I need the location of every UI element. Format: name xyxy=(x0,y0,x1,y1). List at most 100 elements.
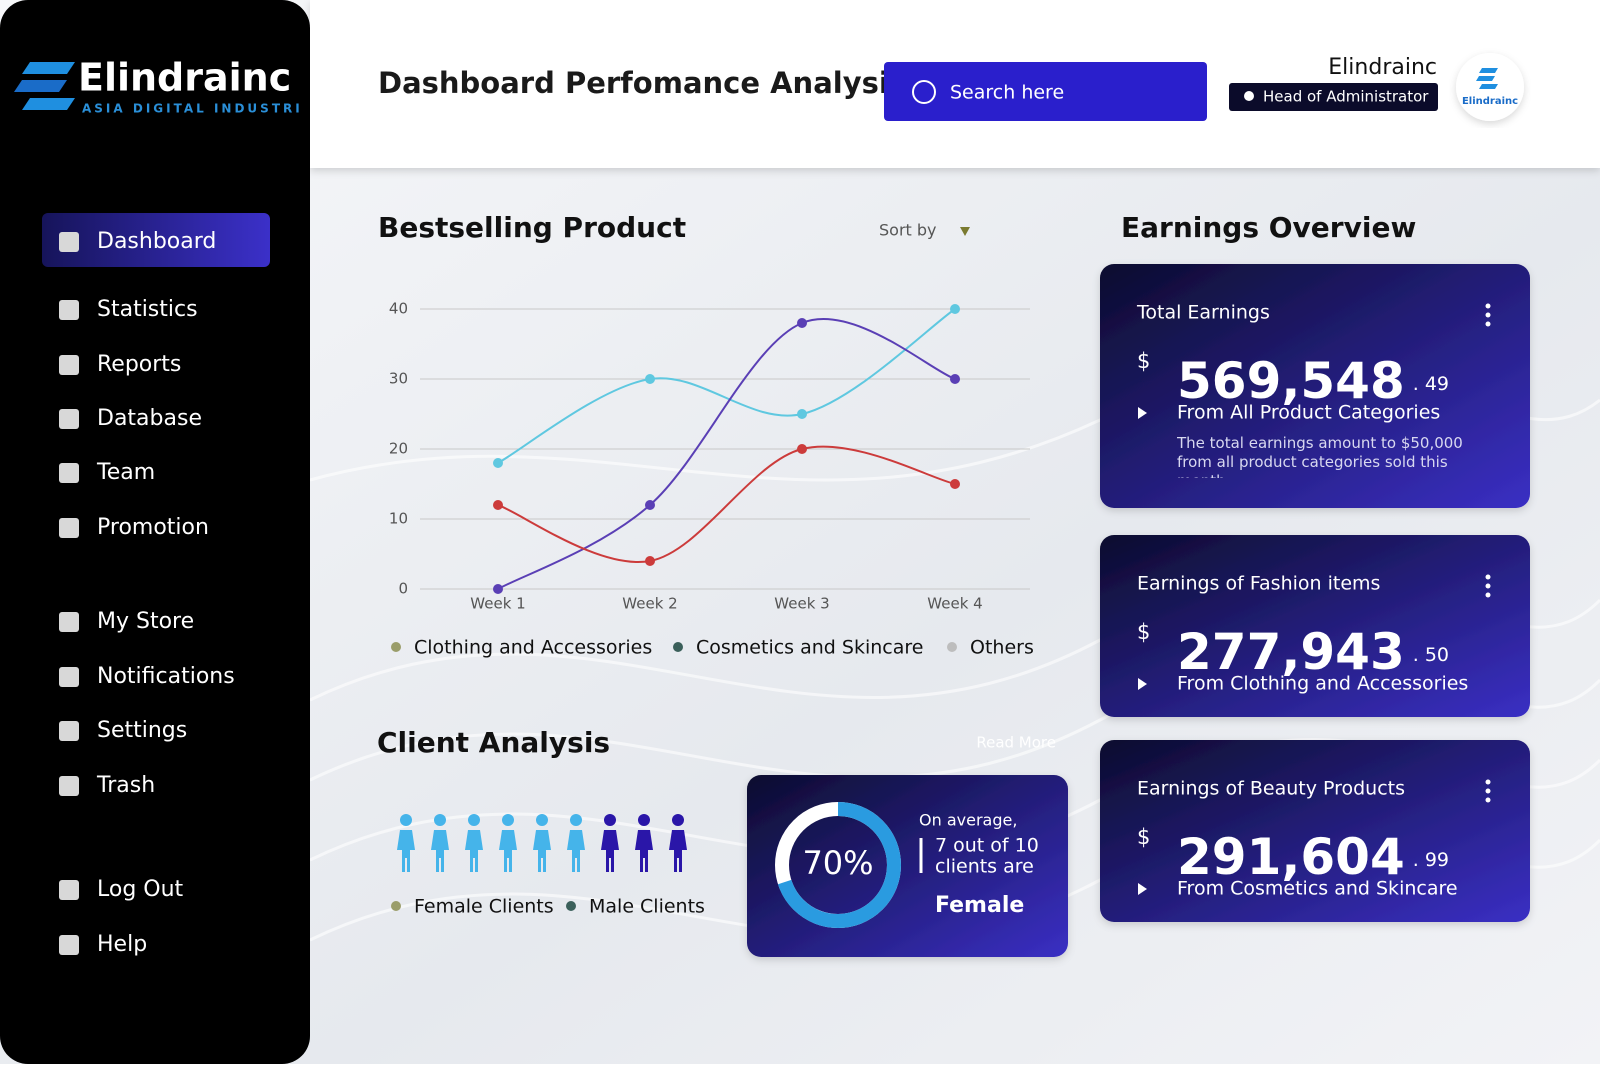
donut-arc xyxy=(775,802,901,928)
card-source: From Cosmetics and Skincare xyxy=(1177,878,1458,900)
y-tick-label: 40 xyxy=(389,300,408,318)
nav-item[interactable]: Notifications xyxy=(97,664,235,689)
person-icon xyxy=(397,814,415,872)
nav-icon xyxy=(59,518,79,538)
amount: 291,604 xyxy=(1177,828,1405,886)
nav-item[interactable]: My Store xyxy=(97,609,194,634)
person-icon xyxy=(499,814,517,872)
y-tick-label: 10 xyxy=(389,510,408,528)
sort-caret[interactable] xyxy=(960,227,970,236)
card-menu[interactable] xyxy=(1485,592,1491,598)
x-tick-label: Week 3 xyxy=(774,595,829,613)
page-title: Dashboard Perfomance Analysis xyxy=(378,66,906,100)
avatar-label: Elindrainc xyxy=(1462,96,1518,107)
source-arrow xyxy=(1138,678,1147,690)
nav-icon xyxy=(59,612,79,632)
nav-item[interactable]: Database xyxy=(97,406,202,431)
earnings-card xyxy=(1100,535,1530,717)
person-icon xyxy=(635,814,653,872)
source-arrow xyxy=(1138,883,1147,895)
person-icon xyxy=(669,814,687,872)
data-point xyxy=(797,444,807,454)
person-body xyxy=(499,830,517,872)
donut-detail: 7 out of 10 xyxy=(935,835,1039,857)
cents: . 50 xyxy=(1413,644,1449,666)
search-placeholder[interactable]: Search here xyxy=(950,82,1064,104)
x-tick-label: Week 1 xyxy=(470,595,525,613)
card-menu[interactable] xyxy=(1485,583,1491,589)
search-box[interactable] xyxy=(884,62,1207,121)
card-source: From All Product Categories xyxy=(1177,402,1440,424)
legend-label: Cosmetics and Skincare xyxy=(696,637,923,659)
avatar-mark xyxy=(1476,68,1498,89)
role-icon xyxy=(1244,91,1254,101)
note-text: The total earnings amount to $50,000 fro… xyxy=(1177,434,1463,478)
x-tick-label: Week 2 xyxy=(622,595,677,613)
card-menu[interactable] xyxy=(1485,797,1491,803)
card-menu[interactable] xyxy=(1485,788,1491,794)
nav-item[interactable]: Promotion xyxy=(97,515,209,540)
person-body xyxy=(669,830,687,872)
person-head xyxy=(536,814,548,826)
nav-item[interactable]: Trash xyxy=(96,773,155,798)
earnings-card xyxy=(1100,264,1530,508)
nav-item[interactable]: Team xyxy=(96,460,155,485)
person-head xyxy=(570,814,582,826)
read-more[interactable]: Read More xyxy=(976,734,1056,752)
data-point xyxy=(493,458,503,468)
legend-dot xyxy=(947,642,957,652)
data-point xyxy=(645,374,655,384)
card-menu[interactable] xyxy=(1485,779,1491,785)
person-icon xyxy=(533,814,551,872)
card-menu[interactable] xyxy=(1485,312,1491,318)
y-tick-label: 30 xyxy=(389,370,408,388)
legend-dot xyxy=(391,642,401,652)
nav-icon xyxy=(59,232,79,252)
donut-highlight: Female xyxy=(935,893,1024,918)
cents: . 99 xyxy=(1413,849,1449,871)
section-title: Earnings Overview xyxy=(1121,211,1416,244)
nav-item[interactable]: Settings xyxy=(97,718,187,743)
card-title: Earnings of Fashion items xyxy=(1137,573,1380,595)
legend-label: Male Clients xyxy=(589,896,705,918)
data-point xyxy=(797,318,807,328)
section-title: Client Analysis xyxy=(377,726,610,759)
nav-item[interactable]: Dashboard xyxy=(97,229,216,254)
sort-label[interactable]: Sort by xyxy=(879,221,937,240)
nav-item[interactable]: Statistics xyxy=(97,297,198,322)
nav-icon xyxy=(59,463,79,483)
card-title: Earnings of Beauty Products xyxy=(1137,778,1405,800)
card-menu[interactable] xyxy=(1485,303,1491,309)
person-head xyxy=(672,814,684,826)
section-title: Bestselling Product xyxy=(378,211,686,244)
cents: . 49 xyxy=(1413,373,1449,395)
person-head xyxy=(638,814,650,826)
series-line xyxy=(497,308,956,464)
data-point xyxy=(645,500,655,510)
y-tick-label: 0 xyxy=(398,580,408,598)
nav-icon xyxy=(59,409,79,429)
nav-item[interactable]: Log Out xyxy=(97,877,184,902)
card-menu[interactable] xyxy=(1485,321,1491,327)
donut-card xyxy=(747,775,1068,957)
data-point xyxy=(645,556,655,566)
brand-logo xyxy=(14,62,75,110)
data-point xyxy=(950,304,960,314)
legend-dot xyxy=(566,901,576,911)
nav-item[interactable]: Help xyxy=(97,932,147,957)
data-point xyxy=(950,374,960,384)
person-icon xyxy=(567,814,585,872)
nav-icon xyxy=(59,776,79,796)
nav-item[interactable]: Reports xyxy=(97,352,181,377)
legend-label: Clothing and Accessories xyxy=(414,637,652,659)
person-body xyxy=(397,830,415,872)
y-tick-label: 20 xyxy=(389,440,408,458)
person-body xyxy=(533,830,551,872)
card-menu[interactable] xyxy=(1485,574,1491,580)
legend-dot xyxy=(673,642,683,652)
user-name: Elindrainc xyxy=(1328,55,1437,80)
search-icon xyxy=(912,80,936,104)
nav-active[interactable] xyxy=(42,213,270,267)
